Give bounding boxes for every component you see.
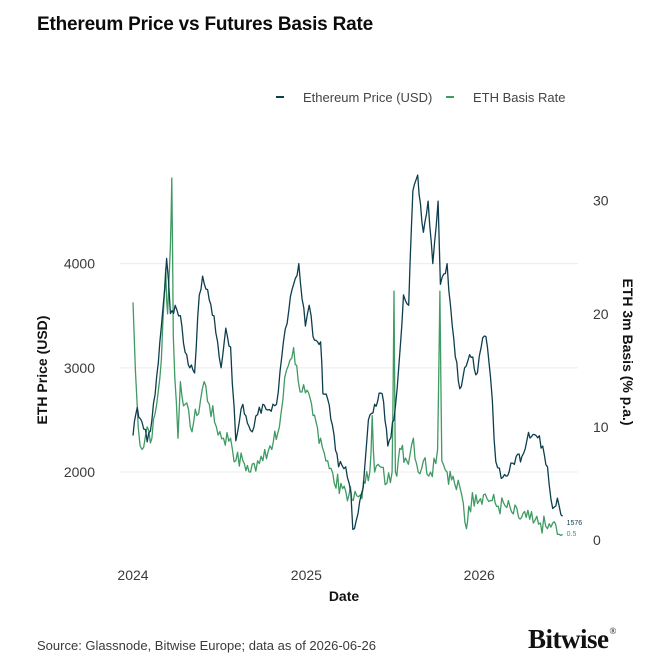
x-tick-label: 2026 (464, 567, 495, 583)
y-left-tick-label: 4000 (64, 256, 95, 272)
y-right-axis-title: ETH 3m Basis (% p.a.) (620, 278, 636, 425)
y-right-tick-label: 0 (593, 532, 601, 548)
legend-item-price-label: Ethereum Price (USD) (303, 90, 432, 105)
y-left-tick-label: 3000 (64, 360, 95, 376)
series-lines (132, 174, 564, 537)
basis-end-label: 0.5 (567, 531, 577, 538)
x-tick-label: 2025 (291, 567, 322, 583)
y-right-tick-label: 10 (593, 419, 609, 435)
brand-name: Bitwise (528, 624, 609, 654)
x-axis-title: Date (329, 588, 360, 604)
ethereum-price-line (132, 174, 564, 531)
y-left-axis-ticks: 2000 3000 4000 (64, 256, 95, 480)
legend-item-basis-label: ETH Basis Rate (473, 90, 565, 105)
source-note: Source: Glassnode, Bitwise Europe; data … (37, 638, 376, 653)
y-right-tick-label: 30 (593, 193, 609, 209)
y-right-axis-ticks: 0 10 20 30 (593, 193, 609, 548)
eth-basis-rate-line (132, 177, 563, 537)
gridlines (120, 263, 578, 473)
y-left-tick-label: 2000 (64, 464, 95, 480)
y-right-tick-label: 20 (593, 306, 609, 322)
end-labels: 0.5 1576 (567, 520, 583, 538)
y-left-axis-title: ETH Price (USD) (34, 316, 50, 425)
x-tick-label: 2024 (117, 567, 148, 583)
chart-title: Ethereum Price vs Futures Basis Rate (37, 14, 373, 35)
brand-logo: Bitwise® (528, 624, 616, 655)
registered-mark: ® (609, 626, 617, 636)
x-axis-ticks: 2024 2025 2026 (117, 567, 495, 583)
legend: Ethereum Price (USD) ETH Basis Rate (276, 90, 565, 105)
price-end-label: 1576 (567, 520, 583, 527)
